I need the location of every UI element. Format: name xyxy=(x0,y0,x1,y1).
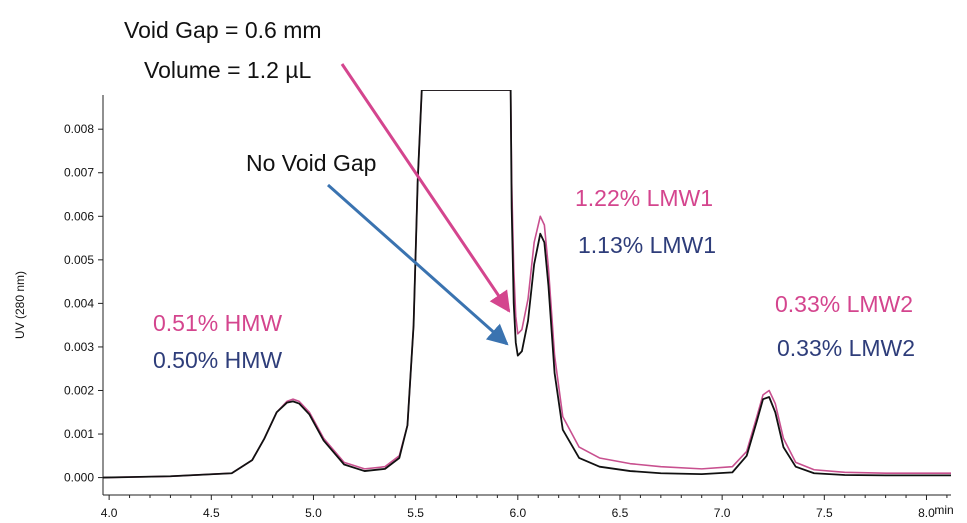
y-tick-label: 0.004 xyxy=(64,296,94,310)
x-tick-label: 7.0 xyxy=(714,506,731,520)
x-tick-label: 5.0 xyxy=(305,506,322,520)
annotation-hmw-no-void: 0.50% HMW xyxy=(153,347,282,373)
annotation-volume: Volume = 1.2 µL xyxy=(144,57,312,83)
annotation-hmw-void: 0.51% HMW xyxy=(153,310,282,336)
annotation-lmw2-no-void: 0.33% LMW2 xyxy=(777,335,915,361)
y-tick-label: 0.002 xyxy=(64,383,94,397)
y-tick-label: 0.000 xyxy=(64,471,94,485)
x-tick-label: 6.0 xyxy=(509,506,526,520)
annotation-void-gap: Void Gap = 0.6 mm xyxy=(124,17,322,43)
x-ticks: 4.0 4.5 5.0 5.5 6.0 6.5 7.0 7.5 8.0 xyxy=(101,495,948,520)
y-tick-label: 0.007 xyxy=(64,166,94,180)
y-tick-label: 0.006 xyxy=(64,209,94,223)
x-tick-label: 6.5 xyxy=(612,506,629,520)
series-layer xyxy=(103,90,951,479)
annotation-lmw1-void: 1.22% LMW1 xyxy=(575,185,713,211)
x-tick-label: 8.0 xyxy=(918,506,935,520)
axes xyxy=(102,95,951,496)
y-tick-label: 0.001 xyxy=(64,427,94,441)
arrow-void-gap xyxy=(340,63,511,313)
y-tick-label: 0.003 xyxy=(64,340,94,354)
y-tick-label: 0.005 xyxy=(64,253,94,267)
arrow-no-void-gap xyxy=(327,183,509,346)
annotations: Void Gap = 0.6 mm Volume = 1.2 µL No Voi… xyxy=(124,17,915,373)
x-tick-label: 4.5 xyxy=(203,506,220,520)
y-axis-title: UV (280 nm) xyxy=(13,271,27,339)
x-tick-label: 4.0 xyxy=(101,506,118,520)
annotation-no-void-gap: No Void Gap xyxy=(246,150,376,176)
annotation-lmw1-no-void: 1.13% LMW1 xyxy=(578,232,716,258)
series-line-void-gap xyxy=(103,90,951,479)
y-tick-label: 0.008 xyxy=(64,122,94,136)
series-line-no-void-gap xyxy=(103,90,951,479)
x-axis-unit: min xyxy=(934,503,953,517)
x-tick-label: 7.5 xyxy=(816,506,833,520)
annotation-lmw2-void: 0.33% LMW2 xyxy=(775,291,913,317)
y-ticks: 0.000 0.001 0.002 0.003 0.004 0.005 0.006 0.007… xyxy=(64,122,103,485)
x-tick-label: 5.5 xyxy=(407,506,424,520)
